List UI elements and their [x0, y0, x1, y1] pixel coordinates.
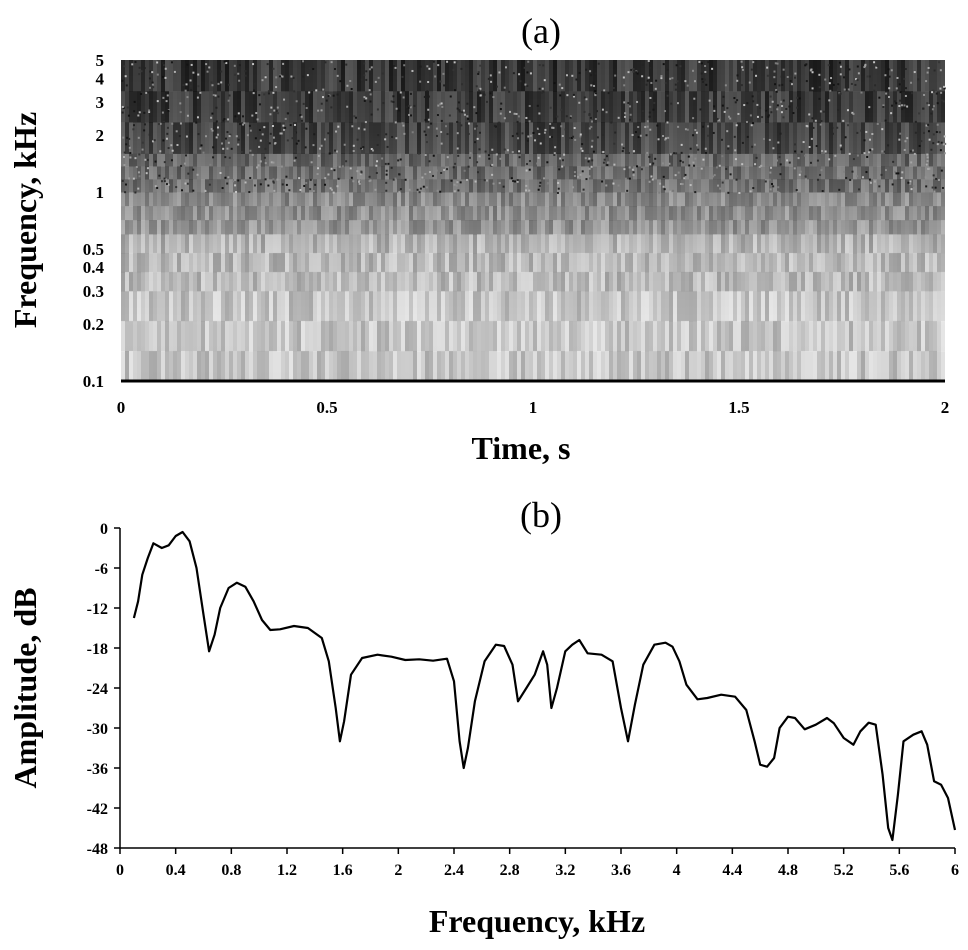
spectrum-x-tick-label: 4	[673, 862, 681, 879]
spectrum-x-tick-label: 4.4	[722, 862, 742, 879]
spectrogram-y-tick-label: 2	[96, 126, 105, 145]
spectrum-title: (b)	[520, 495, 562, 535]
spectrogram-texture	[121, 60, 947, 382]
spectrum-x-tick-label: 5.2	[834, 862, 854, 879]
spectrogram-x-axis-label: Time, s	[472, 430, 571, 466]
spectrum-x-axis-label: Frequency, kHz	[429, 903, 645, 939]
spectrum-x-tick-label: 2.4	[444, 862, 464, 879]
spectrum-series-line	[132, 530, 957, 842]
spectrogram-y-tick-label: 1	[96, 183, 105, 202]
spectrum-y-tick-label: -48	[87, 841, 108, 858]
spectrum-y-tick-label: -12	[87, 601, 108, 618]
spectrum-panel: (b) 0 -6 -12 -18 -24 -30 -36 -42 -48 0 0.4 0.8 1.2 1…	[7, 495, 959, 939]
spectrum-y-tick-label: -30	[87, 721, 108, 738]
spectrogram-y-tick-label: 3	[96, 93, 105, 112]
spectrogram-y-tick-label: 5	[96, 51, 105, 70]
spectrum-x-tick-label: 3.6	[611, 862, 631, 879]
spectrogram-y-tick-label: 0.3	[83, 282, 104, 301]
spectrogram-y-tick-label: 0.5	[83, 240, 104, 259]
spectrum-x-ticks: 0 0.4 0.8 1.2 1.6 2 2.4 2.8 3.2 3.6 4 4.4 4.8 5.2 5.6 6	[116, 848, 959, 879]
spectrogram-y-tick-label: 0.2	[83, 315, 104, 334]
spectrum-x-tick-label: 2	[394, 862, 402, 879]
spectrum-x-tick-label: 0.8	[221, 862, 241, 879]
spectrum-x-tick-label: 1.6	[333, 862, 353, 879]
spectrum-x-tick-label: 4.8	[778, 862, 798, 879]
spectrum-x-tick-label: 0	[116, 862, 124, 879]
spectrogram-x-tick-label: 2	[941, 398, 950, 417]
spectrum-y-tick-label: -18	[87, 641, 108, 658]
spectrum-x-tick-label: 6	[951, 862, 959, 879]
spectrogram-title: (a)	[521, 11, 561, 51]
spectrum-x-tick-label: 5.6	[889, 862, 909, 879]
spectrum-y-tick-label: -42	[87, 801, 108, 818]
spectrogram-y-tick-label: 4	[96, 69, 105, 88]
spectrogram-x-tick-label: 1	[529, 398, 538, 417]
spectrum-x-tick-label: 2.8	[500, 862, 520, 879]
spectrogram-x-tick-label: 0	[117, 398, 126, 417]
spectrum-x-tick-label: 1.2	[277, 862, 297, 879]
spectrum-y-tick-label: -36	[87, 761, 108, 778]
spectrogram-x-tick-label: 0.5	[316, 398, 337, 417]
spectrum-y-tick-label: -24	[87, 681, 108, 698]
spectrogram-x-tick-label: 1.5	[728, 398, 749, 417]
spectrum-y-tick-label: -6	[95, 561, 108, 578]
spectrum-y-axis-label: Amplitude, dB	[7, 588, 43, 789]
spectrum-y-tick-label: 0	[100, 521, 108, 538]
spectrogram-y-tick-label: 0.4	[83, 258, 105, 277]
spectrogram-y-axis-label: Frequency, kHz	[7, 112, 43, 328]
spectrum-x-tick-label: 3.2	[555, 862, 575, 879]
spectrogram-y-ticks: 0.1 0.2 0.3 0.40.5 1 2 3 45	[83, 51, 105, 391]
spectrogram-y-tick-label: 0.1	[83, 372, 104, 391]
spectrogram-x-ticks: 0 0.5 1 1.5 2	[117, 398, 950, 417]
spectrum-x-tick-label: 0.4	[166, 862, 186, 879]
spectrum-y-ticks: 0 -6 -12 -18 -24 -30 -36 -42 -48	[87, 521, 120, 858]
